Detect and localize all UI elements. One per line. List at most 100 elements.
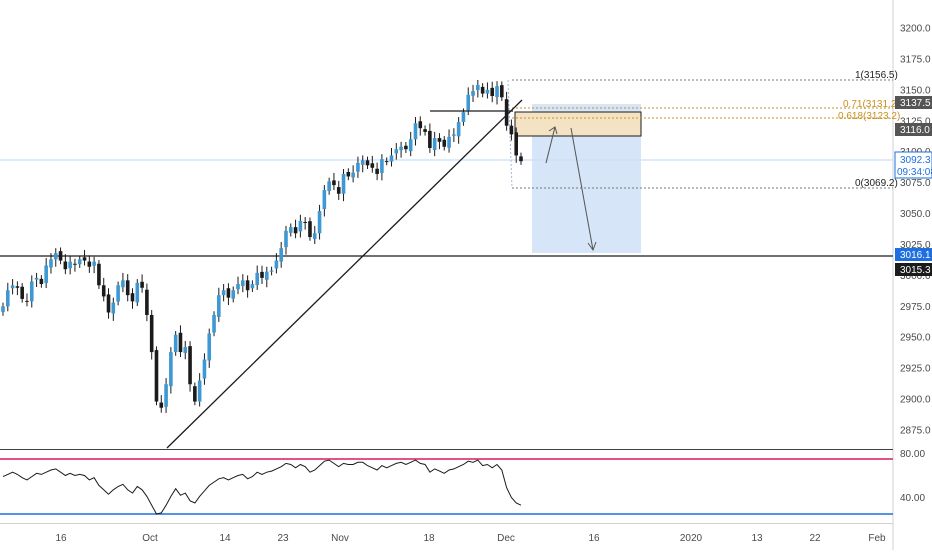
- candle-body[interactable]: [380, 159, 384, 173]
- candle-body[interactable]: [73, 263, 77, 265]
- candle-body[interactable]: [269, 270, 274, 272]
- candle-body[interactable]: [207, 333, 212, 361]
- candle-body[interactable]: [164, 384, 168, 407]
- candle-body[interactable]: [447, 136, 451, 148]
- candle-body[interactable]: [332, 180, 336, 186]
- candle-body[interactable]: [221, 290, 226, 296]
- candle-body[interactable]: [20, 286, 24, 299]
- candle-body[interactable]: [476, 84, 480, 91]
- candle-body[interactable]: [341, 173, 346, 194]
- rsi-pane[interactable]: [0, 450, 893, 523]
- candle-body[interactable]: [490, 87, 495, 97]
- candle-body[interactable]: [442, 139, 447, 147]
- candle-body[interactable]: [193, 386, 197, 402]
- candle-body[interactable]: [480, 86, 485, 94]
- candle-body[interactable]: [495, 86, 499, 98]
- candle-body[interactable]: [466, 94, 471, 111]
- candle-body[interactable]: [92, 261, 96, 266]
- candle-body[interactable]: [1, 306, 5, 312]
- candle-body[interactable]: [370, 163, 375, 168]
- candle-body[interactable]: [327, 181, 331, 192]
- candle-body[interactable]: [408, 139, 413, 152]
- candle-body[interactable]: [130, 293, 135, 302]
- candle-body[interactable]: [485, 89, 490, 94]
- candle-body[interactable]: [178, 332, 183, 353]
- candle-body[interactable]: [44, 265, 48, 284]
- candle-body[interactable]: [308, 221, 312, 238]
- candle-body[interactable]: [169, 352, 173, 387]
- candle-body[interactable]: [34, 277, 39, 280]
- time-axis[interactable]: 16 Oct 14 23 Nov 18 Dec 16 2020 13 22 Feb: [55, 533, 886, 544]
- candle-body[interactable]: [135, 282, 140, 303]
- candle-body[interactable]: [231, 290, 236, 299]
- candle-body[interactable]: [504, 99, 509, 126]
- candle-body[interactable]: [413, 123, 418, 140]
- candle-body[interactable]: [183, 347, 188, 354]
- candle-body[interactable]: [404, 145, 408, 150]
- candle-body[interactable]: [399, 146, 403, 151]
- candle-body[interactable]: [336, 187, 341, 194]
- candle-body[interactable]: [82, 257, 87, 261]
- candle-body[interactable]: [264, 271, 269, 280]
- candle-body[interactable]: [241, 280, 245, 287]
- candle-body[interactable]: [423, 129, 427, 132]
- candle-body[interactable]: [58, 251, 63, 261]
- candle-body[interactable]: [39, 278, 44, 285]
- candle-body[interactable]: [303, 221, 307, 223]
- candle-body[interactable]: [346, 171, 351, 177]
- candle-body[interactable]: [514, 132, 519, 156]
- candle-body[interactable]: [188, 346, 192, 385]
- candle-body[interactable]: [159, 402, 164, 408]
- candle-body[interactable]: [106, 294, 111, 313]
- candle-body[interactable]: [356, 162, 360, 172]
- candle-body[interactable]: [418, 121, 423, 129]
- candle-body[interactable]: [432, 138, 437, 150]
- candle-body[interactable]: [10, 285, 15, 289]
- candle-body[interactable]: [154, 350, 159, 402]
- candle-body[interactable]: [5, 290, 10, 307]
- candle-body[interactable]: [116, 285, 120, 302]
- candle-body[interactable]: [384, 161, 389, 163]
- candle-body[interactable]: [140, 281, 144, 288]
- candle-body[interactable]: [351, 172, 355, 178]
- candle-body[interactable]: [428, 130, 432, 148]
- candle-body[interactable]: [260, 271, 264, 278]
- candle-body[interactable]: [202, 359, 207, 379]
- candle-body[interactable]: [360, 160, 365, 165]
- candle-body[interactable]: [322, 190, 327, 210]
- candle-body[interactable]: [298, 220, 303, 232]
- candle-body[interactable]: [121, 280, 125, 288]
- candle-body[interactable]: [212, 314, 216, 333]
- candle-body[interactable]: [111, 302, 116, 314]
- candle-body[interactable]: [394, 149, 399, 154]
- price-axis[interactable]: 3200.03175.03150.03125.03100.03075.03050…: [900, 24, 931, 437]
- candle-body[interactable]: [49, 259, 53, 268]
- candle-body[interactable]: [173, 334, 178, 353]
- candle-body[interactable]: [63, 261, 68, 270]
- candle-body[interactable]: [452, 134, 456, 136]
- candle-body[interactable]: [217, 295, 221, 317]
- candle-body[interactable]: [101, 285, 106, 297]
- resistance-zone-box[interactable]: [514, 111, 642, 137]
- candle-body[interactable]: [149, 314, 154, 353]
- candle-body[interactable]: [250, 284, 255, 289]
- uptrend-line[interactable]: [166, 99, 523, 449]
- candle-body[interactable]: [53, 253, 58, 260]
- rsi-axis[interactable]: 80.00 40.00: [900, 449, 925, 504]
- candle-body[interactable]: [145, 289, 149, 315]
- candle-body[interactable]: [279, 248, 283, 262]
- candle-body[interactable]: [437, 138, 442, 142]
- candle-body[interactable]: [87, 261, 92, 267]
- candle-body[interactable]: [365, 160, 370, 166]
- candle-body[interactable]: [197, 380, 202, 402]
- candle-body[interactable]: [77, 259, 82, 265]
- candle-body[interactable]: [29, 281, 34, 302]
- projection-up-leg[interactable]: [545, 126, 556, 164]
- candle-body[interactable]: [226, 288, 231, 298]
- candle-body[interactable]: [255, 272, 260, 286]
- candle-body[interactable]: [375, 168, 379, 174]
- candle-body[interactable]: [97, 263, 101, 286]
- candle-body[interactable]: [456, 122, 461, 137]
